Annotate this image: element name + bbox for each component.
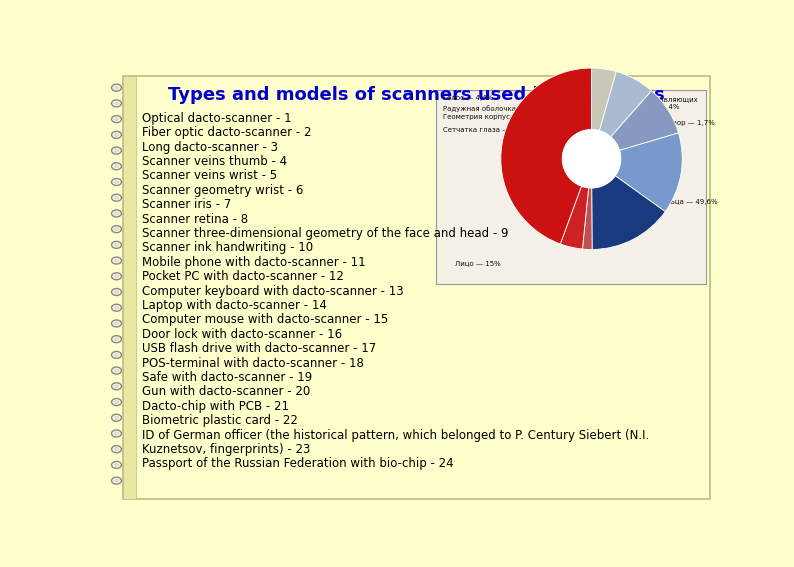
Text: Passport of the Russian Federation with bio-chip - 24: Passport of the Russian Federation with … (142, 458, 454, 471)
Circle shape (114, 384, 119, 388)
Wedge shape (611, 91, 679, 150)
Text: USB flash drive with dacto-scanner - 17: USB flash drive with dacto-scanner - 17 (142, 342, 376, 355)
Text: Scanner veins thumb - 4: Scanner veins thumb - 4 (142, 155, 287, 168)
Wedge shape (501, 68, 592, 244)
Text: Pocket PC with dacto-scanner - 12: Pocket PC with dacto-scanner - 12 (142, 270, 345, 283)
Text: Optical dacto-scanner - 1: Optical dacto-scanner - 1 (142, 112, 292, 125)
Text: Лицо — 15%: Лицо — 15% (455, 260, 501, 266)
Text: Safe with dacto-scanner - 19: Safe with dacto-scanner - 19 (142, 371, 313, 384)
Text: Важность Составляющих
ПОКАЗАТЕЛЕЙ — 4%: Важность Составляющих ПОКАЗАТЕЛЕЙ — 4% (603, 96, 698, 110)
Circle shape (114, 149, 119, 153)
Text: Scanner retina - 8: Scanner retina - 8 (142, 213, 249, 226)
Circle shape (114, 463, 119, 467)
Circle shape (114, 321, 119, 325)
Wedge shape (583, 188, 592, 249)
Circle shape (114, 400, 119, 404)
Circle shape (114, 306, 119, 310)
Text: Fiber optic dacto-scanner - 2: Fiber optic dacto-scanner - 2 (142, 126, 312, 139)
Text: Геометрия корпуса   8,9%: Геометрия корпуса 8,9% (442, 115, 538, 120)
FancyBboxPatch shape (437, 90, 706, 284)
Text: Радужная оболочка — 7,1%: Радужная оболочка — 7,1% (442, 105, 545, 112)
Text: Biometric plastic card - 22: Biometric plastic card - 22 (142, 414, 299, 428)
Circle shape (114, 243, 119, 247)
Text: Голос — 4,4%: Голос — 4,4% (442, 95, 493, 101)
Circle shape (114, 211, 119, 215)
Text: Scanner iris - 7: Scanner iris - 7 (142, 198, 232, 211)
Wedge shape (592, 68, 616, 131)
Text: Laptop with dacto-scanner - 14: Laptop with dacto-scanner - 14 (142, 299, 327, 312)
Text: Mobile phone with dacto-scanner - 11: Mobile phone with dacto-scanner - 11 (142, 256, 366, 269)
Circle shape (114, 369, 119, 373)
Circle shape (114, 337, 119, 341)
Text: Computer mouse with dacto-scanner - 15: Computer mouse with dacto-scanner - 15 (142, 314, 388, 327)
Text: Kuznetsov, fingerprints) - 23: Kuznetsov, fingerprints) - 23 (142, 443, 310, 456)
Text: Сетчатка глаза — 14,5%: Сетчатка глаза — 14,5% (442, 126, 534, 133)
Circle shape (114, 164, 119, 168)
Circle shape (114, 290, 119, 294)
Text: POS-terminal with dacto-scanner - 18: POS-terminal with dacto-scanner - 18 (142, 357, 364, 370)
Text: Door lock with dacto-scanner - 16: Door lock with dacto-scanner - 16 (142, 328, 342, 341)
Text: Dacto-chip with PCB - 21: Dacto-chip with PCB - 21 (142, 400, 289, 413)
Circle shape (114, 447, 119, 451)
Circle shape (114, 479, 119, 483)
Circle shape (114, 117, 119, 121)
Text: Gun with dacto-scanner - 20: Gun with dacto-scanner - 20 (142, 386, 310, 399)
Circle shape (562, 130, 621, 188)
FancyBboxPatch shape (122, 76, 711, 500)
Text: Long dacto-scanner - 3: Long dacto-scanner - 3 (142, 141, 279, 154)
Text: Computer keyboard with dacto-scanner - 13: Computer keyboard with dacto-scanner - 1… (142, 285, 404, 298)
Circle shape (114, 353, 119, 357)
Text: Папиллярный узор — 1,7%: Папиллярный узор — 1,7% (616, 120, 715, 126)
FancyBboxPatch shape (122, 76, 137, 500)
Wedge shape (561, 186, 588, 249)
Wedge shape (592, 176, 665, 249)
Text: ID of German officer (the historical pattern, which belonged to P. Century Siebe: ID of German officer (the historical pat… (142, 429, 649, 442)
Circle shape (114, 259, 119, 263)
Text: Scanner veins wrist - 5: Scanner veins wrist - 5 (142, 170, 277, 183)
Circle shape (114, 180, 119, 184)
Circle shape (114, 196, 119, 200)
Circle shape (114, 133, 119, 137)
Text: Types and models of scanners used in biometrics: Types and models of scanners used in bio… (168, 86, 665, 104)
Text: Scanner ink handwriting - 10: Scanner ink handwriting - 10 (142, 242, 314, 255)
Circle shape (114, 274, 119, 278)
Wedge shape (599, 71, 652, 137)
Wedge shape (615, 133, 682, 211)
Circle shape (114, 86, 119, 90)
Circle shape (114, 431, 119, 435)
Text: Scanner three-dimensional geometry of the face and head - 9: Scanner three-dimensional geometry of th… (142, 227, 509, 240)
Circle shape (114, 101, 119, 105)
Text: Отпечаток пальца — 49,6%: Отпечаток пальца — 49,6% (616, 199, 718, 205)
Circle shape (114, 416, 119, 420)
Circle shape (114, 227, 119, 231)
Text: Scanner geometry wrist - 6: Scanner geometry wrist - 6 (142, 184, 303, 197)
